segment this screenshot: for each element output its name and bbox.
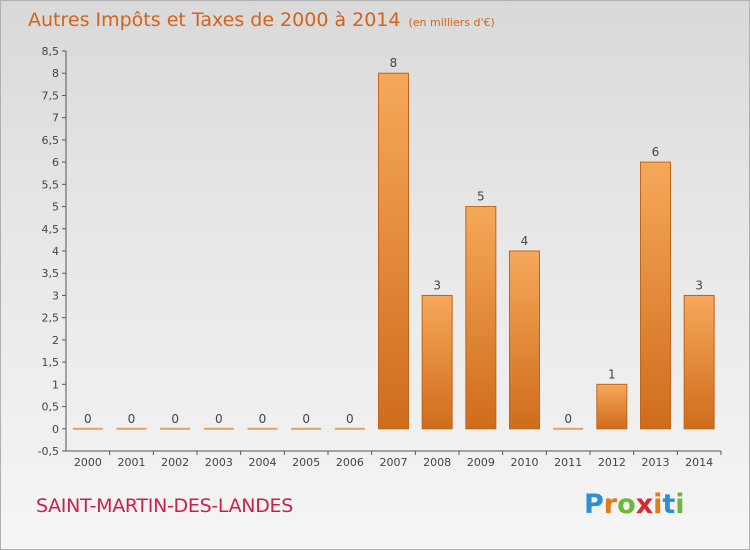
- bar: [203, 427, 234, 430]
- y-tick-label: -0,5: [38, 445, 59, 458]
- y-tick-label: 1,5: [42, 356, 60, 369]
- title-text: Autres Impôts et Taxes de 2000 à 2014: [28, 9, 401, 31]
- logo-letter: t: [662, 489, 676, 520]
- x-tick-label: 2003: [205, 456, 233, 469]
- data-label: 5: [477, 190, 485, 204]
- y-tick-label: 3: [52, 289, 59, 302]
- y-tick-label: 8: [52, 67, 59, 80]
- logo-letter: i: [675, 489, 685, 520]
- data-label: 8: [390, 56, 398, 70]
- x-tick-label: 2000: [74, 456, 102, 469]
- bar: [553, 427, 584, 430]
- proxiti-logo: Proxiti: [584, 489, 685, 520]
- bar: [72, 427, 103, 430]
- x-tick-label: 2001: [118, 456, 146, 469]
- data-label: 0: [346, 412, 354, 426]
- bar: [247, 427, 278, 430]
- x-tick-label: 2013: [642, 456, 670, 469]
- logo-letter: r: [603, 489, 618, 520]
- x-tick-label: 2008: [423, 456, 451, 469]
- commune-name: SAINT-MARTIN-DES-LANDES: [36, 495, 294, 517]
- bar: [596, 383, 628, 430]
- x-tick-label: 2005: [292, 456, 320, 469]
- x-tick-label: 2004: [249, 456, 277, 469]
- data-label: 6: [652, 145, 660, 159]
- x-tick-label: 2014: [685, 456, 713, 469]
- logo-letter: o: [617, 489, 636, 520]
- bar: [116, 427, 147, 430]
- bar: [509, 250, 540, 430]
- y-tick-label: 4: [52, 245, 59, 258]
- x-tick-label: 2012: [598, 456, 626, 469]
- y-tick-label: 7,5: [42, 89, 60, 102]
- x-tick-label: 2009: [467, 456, 495, 469]
- x-tick-label: 2010: [511, 456, 539, 469]
- y-tick-label: 5: [52, 201, 59, 214]
- x-tick-label: 2007: [380, 456, 408, 469]
- data-label: 0: [564, 412, 572, 426]
- data-label: 0: [128, 412, 136, 426]
- chart-title: Autres Impôts et Taxes de 2000 à 2014 (en…: [28, 9, 495, 31]
- y-tick-label: 6: [52, 156, 59, 169]
- x-tick-label: 2011: [554, 456, 582, 469]
- y-tick-label: 2: [52, 334, 59, 347]
- y-tick-label: 3,5: [42, 267, 60, 280]
- y-tick-label: 8,5: [42, 45, 60, 58]
- y-tick-label: 0,5: [42, 401, 60, 414]
- x-tick-label: 2006: [336, 456, 364, 469]
- y-tick-label: 7: [52, 112, 59, 125]
- bar: [683, 294, 715, 430]
- y-tick-label: 4,5: [42, 223, 60, 236]
- y-tick-label: 0: [52, 423, 59, 436]
- data-label: 0: [215, 412, 223, 426]
- y-tick-label: 5,5: [42, 178, 60, 191]
- y-tick-label: 1: [52, 378, 59, 391]
- logo-letter: x: [635, 489, 654, 520]
- data-label: 0: [302, 412, 310, 426]
- bar: [291, 427, 322, 430]
- data-label: 0: [84, 412, 92, 426]
- bar: [378, 72, 409, 430]
- y-tick-label: 2,5: [42, 312, 60, 325]
- data-label: 4: [521, 234, 529, 248]
- data-label: 0: [171, 412, 179, 426]
- data-label: 3: [695, 278, 703, 292]
- data-label: 3: [433, 278, 441, 292]
- bar: [160, 427, 191, 430]
- bar: [421, 294, 453, 430]
- data-label: 0: [259, 412, 267, 426]
- y-tick-label: 6,5: [42, 134, 60, 147]
- x-tick-label: 2002: [161, 456, 189, 469]
- bar: [640, 161, 671, 430]
- data-label: 1: [608, 367, 616, 381]
- logo-letter: i: [653, 489, 663, 520]
- bar: [334, 427, 365, 430]
- unit-label: (en milliers d'€): [408, 16, 495, 29]
- logo-letter: P: [584, 489, 604, 520]
- bar: [465, 206, 497, 430]
